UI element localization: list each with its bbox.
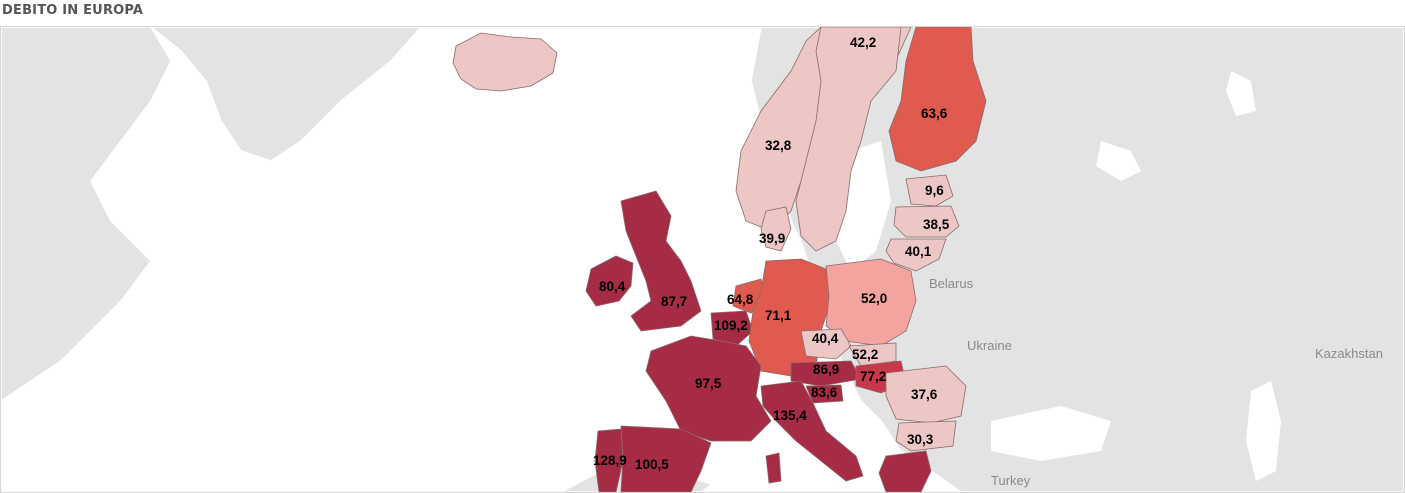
choropleth-map[interactable]: Belarus Ukraine Kazakhstan Turkey 42,2 6…	[1, 27, 1404, 492]
value-label-bulgaria: 30,3	[907, 432, 934, 447]
place-label-turkey: Turkey	[991, 473, 1031, 488]
value-label-belgium: 109,2	[714, 318, 748, 333]
value-label-estonia: 9,6	[925, 183, 944, 198]
map-view[interactable]: Belarus Ukraine Kazakhstan Turkey 42,2 6…	[0, 26, 1405, 493]
value-label-france: 97,5	[695, 376, 722, 391]
value-label-hungary: 77,2	[860, 369, 886, 384]
caspian-sea	[1246, 381, 1281, 481]
country-lithuania[interactable]	[885, 238, 947, 272]
page-title: DEBITO IN EUROPA	[2, 3, 144, 18]
place-label-belarus: Belarus	[929, 276, 974, 291]
value-label-sweden: 32,8	[765, 138, 792, 153]
value-label-slovenia: 83,6	[811, 385, 838, 400]
land-north-america	[1, 27, 172, 402]
country-italy[interactable]	[760, 380, 864, 482]
country-romania[interactable]	[885, 365, 967, 424]
country-france[interactable]	[645, 335, 772, 442]
country-latvia[interactable]	[893, 205, 960, 238]
mediterranean	[701, 441, 881, 492]
country-denmark[interactable]	[760, 206, 792, 252]
value-label-latvia: 38,5	[923, 217, 950, 232]
value-label-germany: 71,1	[765, 308, 792, 323]
value-label-austria: 86,9	[813, 362, 839, 377]
country-czech-republic[interactable]	[800, 328, 852, 360]
black-sea	[991, 406, 1111, 461]
country-estonia[interactable]	[905, 174, 954, 207]
value-label-romania: 37,6	[911, 387, 938, 402]
land-iceland[interactable]	[452, 32, 558, 92]
country-sweden[interactable]	[795, 27, 902, 252]
value-label-finland: 63,6	[921, 106, 948, 121]
country-greece[interactable]	[878, 450, 932, 492]
value-label-czech-republic: 40,4	[812, 331, 839, 346]
lake-2	[1226, 71, 1256, 116]
value-label-lithuania: 40,1	[905, 244, 932, 259]
place-label-kazakhstan: Kazakhstan	[1315, 346, 1383, 361]
value-label-italy: 135,4	[773, 408, 807, 423]
value-label-ireland: 80,4	[599, 279, 626, 294]
value-label-slovakia: 52,2	[852, 347, 878, 362]
value-label-norway: 42,2	[850, 35, 876, 50]
country-sardinia[interactable]	[765, 452, 782, 484]
title-bar: DEBITO IN EUROPA	[0, 0, 1405, 26]
value-label-portugal: 128,9	[593, 453, 627, 468]
value-label-united-kingdom: 87,7	[661, 294, 687, 309]
country-finland[interactable]	[888, 27, 987, 172]
country-poland[interactable]	[825, 258, 917, 347]
value-label-denmark: 39,9	[759, 231, 785, 246]
country-united-kingdom[interactable]	[620, 190, 702, 332]
country-slovenia[interactable]	[805, 384, 844, 404]
country-slovakia[interactable]	[848, 342, 897, 367]
country-austria[interactable]	[790, 360, 862, 387]
place-label-ukraine: Ukraine	[967, 338, 1012, 353]
lake-1	[1096, 141, 1141, 181]
value-label-poland: 52,0	[861, 291, 887, 306]
country-ireland[interactable]	[585, 255, 634, 307]
land-greenland	[149, 27, 423, 162]
value-label-netherlands: 64,8	[727, 292, 754, 307]
country-belgium[interactable]	[710, 310, 754, 347]
country-spain[interactable]	[620, 425, 712, 492]
value-label-spain: 100,5	[635, 457, 669, 472]
country-bulgaria[interactable]	[895, 420, 957, 452]
